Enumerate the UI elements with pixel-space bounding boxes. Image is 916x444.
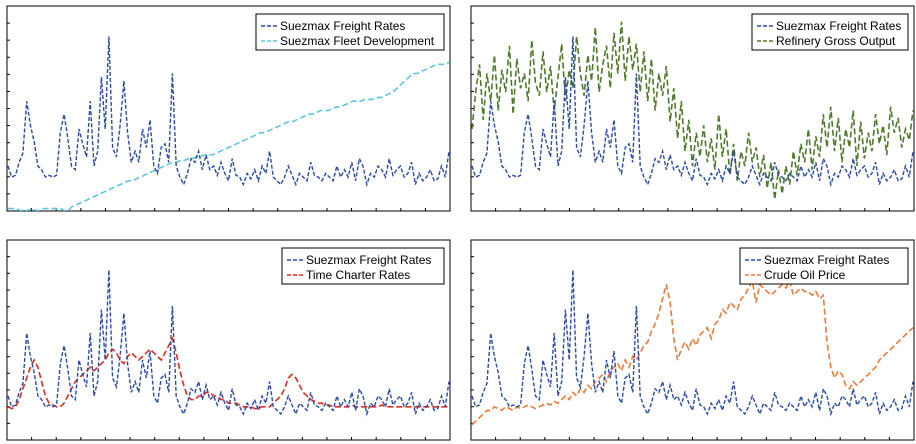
series-line-suezmax-freight-rates	[471, 36, 914, 188]
legend-label: Crude Oil Price	[764, 268, 846, 282]
legend-label: Suezmax Freight Rates	[280, 19, 405, 33]
legend-label: Refinery Gross Output	[776, 34, 896, 48]
legend-box	[255, 13, 445, 51]
series-line-refinery-gross-output	[471, 21, 914, 200]
legend-label: Suezmax Freight Rates	[764, 253, 889, 267]
series-line-time-charter-rates	[7, 336, 449, 410]
legend-label: Suezmax Freight Rates	[306, 253, 431, 267]
series-line-suezmax-freight-rates	[7, 36, 450, 188]
legend-label: Suezmax Fleet Development	[280, 34, 435, 48]
legend-label: Time Charter Rates	[306, 268, 410, 282]
legend-box	[739, 247, 909, 285]
series-line-suezmax-freight-rates	[471, 269, 914, 417]
series-line-suezmax-fleet-development	[8, 61, 450, 211]
legend-box	[751, 13, 909, 51]
series-line-suezmax-freight-rates	[7, 269, 450, 417]
legend-box	[281, 247, 445, 285]
legend-label: Suezmax Freight Rates	[776, 19, 901, 33]
